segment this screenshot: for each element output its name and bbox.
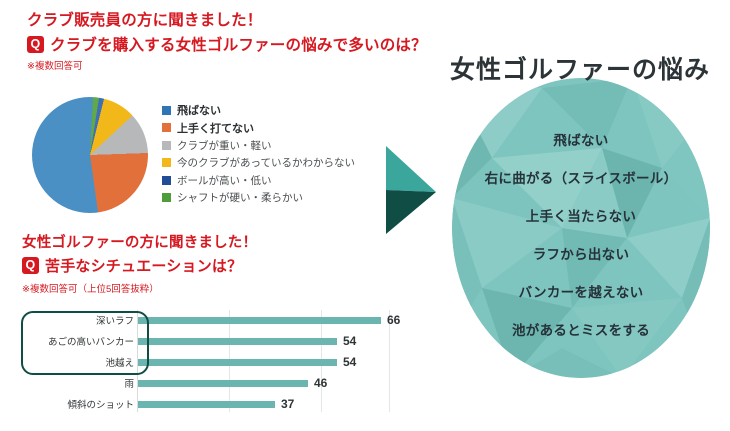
chevron-right-arrow-icon xyxy=(384,146,440,234)
left-column: クラブ販売員の方に聞きました！ Q クラブを購入する女性ゴルファーの悩みで多いの… xyxy=(18,12,436,416)
bar-track: 46 xyxy=(138,373,413,393)
bar-chart: 深いラフ 66 あごの高いバンカー 54 池越え 54 xyxy=(18,308,413,416)
worry-item: 右に曲がる（スライスボール） xyxy=(484,171,678,186)
top3-highlight-box xyxy=(21,311,149,375)
worry-item: ラフから出ない xyxy=(532,247,630,262)
pie-chart-slices xyxy=(32,97,148,213)
survey1-question: クラブを購入する女性ゴルファーの悩みで多いのは？ xyxy=(50,37,427,54)
survey2-question-row: Q 苦手なシチュエーションは？ xyxy=(22,255,242,276)
legend-swatch-icon xyxy=(162,193,171,202)
bar-track: 66 xyxy=(138,310,413,330)
bar xyxy=(138,316,381,324)
legend-item: 上手く打てない xyxy=(162,122,355,135)
legend-swatch-icon xyxy=(162,158,171,167)
legend-label: 上手く打てない xyxy=(177,122,254,135)
legend-swatch-icon xyxy=(162,140,171,150)
legend-swatch-icon xyxy=(162,105,171,115)
bar-track: 54 xyxy=(138,352,413,372)
bar-row: 雨 46 xyxy=(18,373,413,393)
legend-item: クラブが重い・軽い xyxy=(162,139,355,152)
right-panel-title: 女性ゴルファーの悩み xyxy=(449,56,710,84)
question-badge-icon: Q xyxy=(27,35,44,53)
bar-row: あごの高いバンカー 54 xyxy=(18,331,413,351)
bar-label: 傾斜のショット xyxy=(67,400,134,411)
bar-label: 池越え xyxy=(105,358,134,369)
bar xyxy=(138,358,337,366)
bar-label: 深いラフ xyxy=(95,316,134,327)
bar-row: 傾斜のショット 37 xyxy=(18,394,413,414)
legend-item: シャフトが硬い・柔らかい xyxy=(162,192,355,204)
bar-label: 雨 xyxy=(124,379,134,390)
worries-list: 飛ばない 右に曲がる（スライスボール） 上手く当たらない ラフから出ない バンカ… xyxy=(452,78,710,378)
worry-item: 飛ばない xyxy=(553,133,609,148)
bar-row: 池越え 54 xyxy=(18,352,413,372)
legend-item: ボールが高い・低い xyxy=(162,174,355,187)
legend-label: 飛ばない xyxy=(177,105,221,117)
bar xyxy=(138,400,275,408)
survey2-question: 苦手なシチュエーションは？ xyxy=(45,258,243,275)
pie-chart-legend: 飛ばない 上手く打てない クラブが重い・軽い 今のクラブがあっているかわからない… xyxy=(162,104,355,209)
survey2-note: ※複数回答可（上位5回答抜粋） xyxy=(22,284,159,295)
legend-label: ボールが高い・低い xyxy=(177,174,272,187)
bar-row: 深いラフ 66 xyxy=(18,310,413,330)
legend-label: シャフトが硬い・柔らかい xyxy=(177,192,303,204)
survey2-intro: 女性ゴルファーの方に聞きました！ xyxy=(22,235,258,251)
right-column: 女性ゴルファーの悩み xyxy=(430,0,730,431)
bar-value: 37 xyxy=(281,397,295,411)
bar xyxy=(138,337,337,345)
legend-swatch-icon xyxy=(162,175,171,185)
bar-value: 54 xyxy=(343,334,357,348)
survey1-question-row: Q クラブを購入する女性ゴルファーの悩みで多いのは？ xyxy=(27,33,427,55)
pie-chart xyxy=(30,95,158,215)
bar-track: 37 xyxy=(138,394,413,414)
legend-swatch-icon xyxy=(162,123,171,132)
bar-value: 54 xyxy=(343,355,357,369)
gridline xyxy=(389,310,390,412)
survey1-note: ※複数回答可 xyxy=(27,61,83,72)
legend-label: クラブが重い・軽い xyxy=(177,139,272,152)
bar xyxy=(138,379,308,387)
bar-value: 46 xyxy=(314,376,328,390)
bar-label: あごの高いバンカー xyxy=(48,337,134,348)
survey1-intro: クラブ販売員の方に聞きました！ xyxy=(27,12,263,29)
worry-item: 上手く当たらない xyxy=(525,209,637,224)
worry-item: バンカーを越えない xyxy=(518,285,644,300)
bar-chart-axis xyxy=(137,310,138,412)
legend-item: 飛ばない xyxy=(162,104,355,117)
bar-track: 54 xyxy=(138,331,413,351)
oval-background xyxy=(452,78,710,378)
legend-label: 今のクラブがあっているかわからない xyxy=(177,157,355,169)
question-badge-icon: Q xyxy=(22,257,39,274)
legend-item: 今のクラブがあっているかわからない xyxy=(162,157,355,169)
bar-value: 66 xyxy=(387,313,401,327)
worry-item: 池があるとミスをする xyxy=(512,323,650,338)
